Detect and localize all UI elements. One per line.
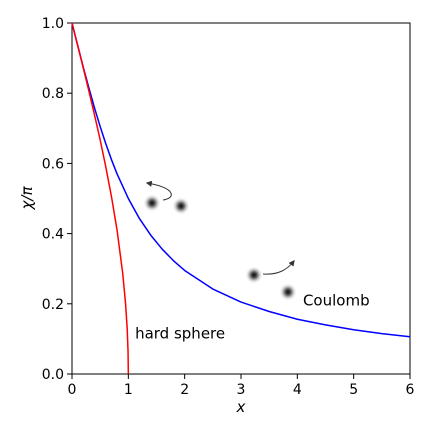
particle-blob <box>245 266 263 284</box>
y-tick-label: 1.0 <box>42 16 64 32</box>
y-tick-label: 0.4 <box>42 227 64 243</box>
repulsive-scattering-illustration <box>245 261 297 301</box>
particle-blob <box>279 283 297 301</box>
attractive-scattering-illustration <box>143 183 190 215</box>
annotation-hard-sphere: hard sphere <box>135 325 225 343</box>
y-tick-label: 0.0 <box>42 367 64 383</box>
series-line-hard-sphere <box>72 23 128 374</box>
plot-frame <box>72 23 410 374</box>
x-tick-label: 5 <box>349 382 358 398</box>
x-axis-label: x <box>236 398 246 416</box>
particle-blob <box>172 197 190 215</box>
x-tick-label: 0 <box>68 382 77 398</box>
series-line-coulomb <box>72 23 410 337</box>
x-tick-label: 6 <box>406 382 415 398</box>
y-axis-label: χ/π <box>18 186 36 211</box>
y-tick-label: 0.2 <box>42 297 64 313</box>
y-tick-label: 0.8 <box>42 86 64 102</box>
x-tick-label: 4 <box>293 382 302 398</box>
series-layer <box>72 23 410 374</box>
particle-blob <box>143 194 161 212</box>
x-tick-label: 1 <box>124 382 133 398</box>
annotation-coulomb: Coulomb <box>303 291 370 309</box>
ticks: 0 1 2 3 4 5 6 0.0 0.2 0.4 0.6 0.8 1.0 <box>42 16 415 398</box>
trajectory-arrow <box>263 261 294 274</box>
x-tick-label: 2 <box>180 382 189 398</box>
y-tick-label: 0.6 <box>42 156 64 172</box>
x-tick-label: 3 <box>237 382 246 398</box>
